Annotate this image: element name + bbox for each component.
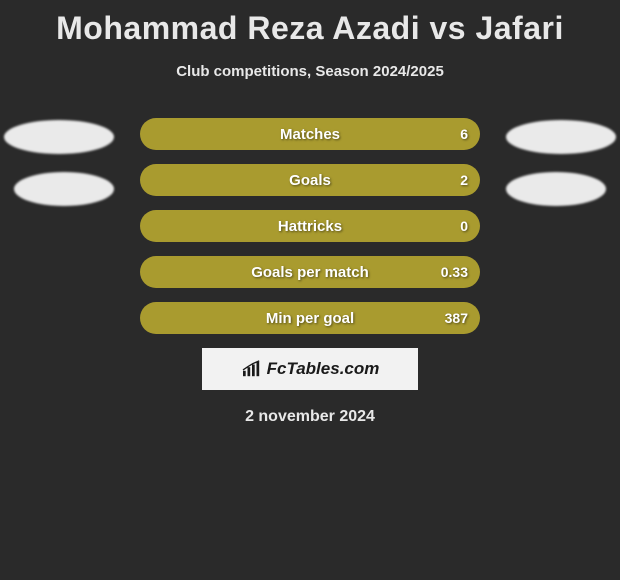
brand-chart-icon xyxy=(241,360,263,378)
stat-right-value: 6 xyxy=(460,126,468,142)
brand-badge[interactable]: FcTables.com xyxy=(202,348,418,390)
stat-label: Min per goal xyxy=(266,310,354,327)
stat-right-value: 387 xyxy=(445,310,468,326)
brand-label: FcTables.com xyxy=(267,359,380,379)
stat-label: Goals per match xyxy=(251,264,369,281)
page-title: Mohammad Reza Azadi vs Jafari xyxy=(0,0,620,47)
stat-label: Matches xyxy=(280,126,340,143)
stat-row-gpm: Goals per match 0.33 xyxy=(140,256,480,288)
subtitle: Club competitions, Season 2024/2025 xyxy=(0,63,620,80)
stat-row-goals: Goals 2 xyxy=(140,164,480,196)
date-label: 2 november 2024 xyxy=(0,408,620,426)
stats-container: Matches 6 Goals 2 Hattricks 0 Goals per … xyxy=(0,118,620,334)
stat-label: Goals xyxy=(289,172,331,189)
stat-row-hattricks: Hattricks 0 xyxy=(140,210,480,242)
stat-right-value: 2 xyxy=(460,172,468,188)
stat-label: Hattricks xyxy=(278,218,342,235)
stat-row-mpg: Min per goal 387 xyxy=(140,302,480,334)
stat-right-value: 0 xyxy=(460,218,468,234)
stat-right-value: 0.33 xyxy=(441,264,468,280)
stat-row-matches: Matches 6 xyxy=(140,118,480,150)
